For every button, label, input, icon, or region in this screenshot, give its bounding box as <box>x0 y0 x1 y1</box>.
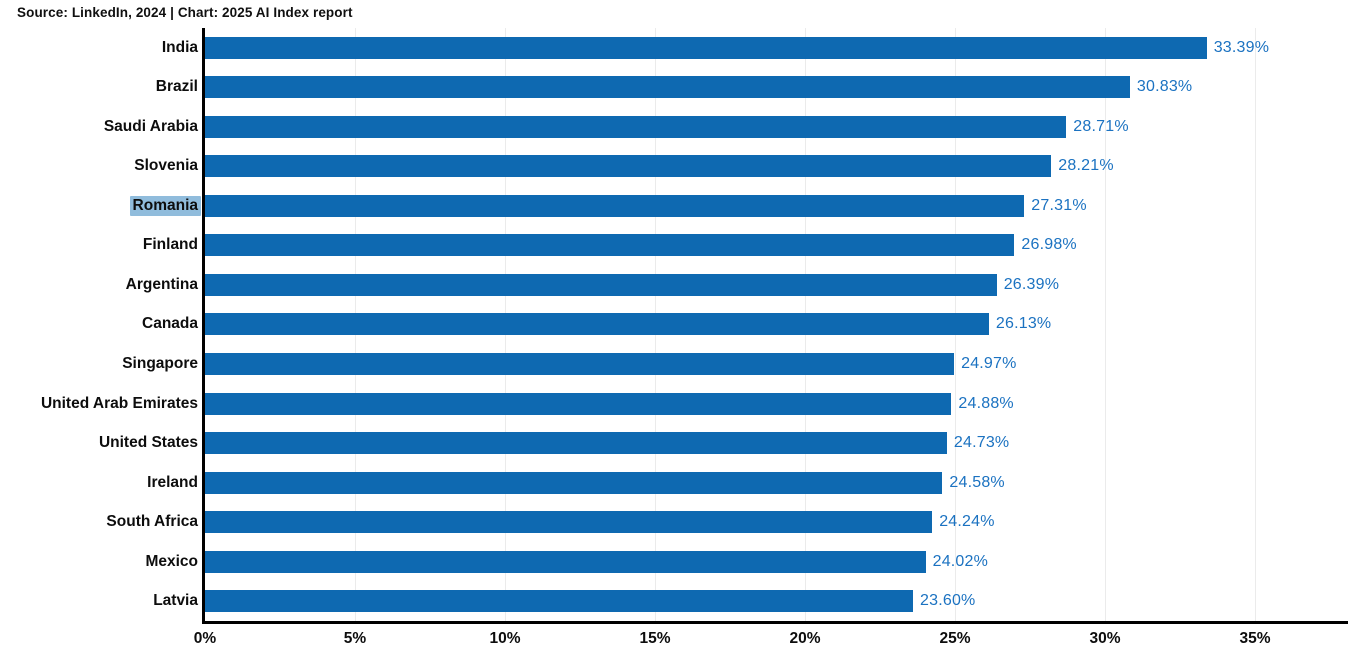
gridline <box>1254 28 1256 621</box>
x-tick-label: 25% <box>939 630 971 647</box>
category-label: Saudi Arabia <box>103 117 198 135</box>
gridline <box>1104 28 1106 621</box>
category-label: Canada <box>142 315 198 333</box>
bar-row: 24.02% <box>205 542 1348 582</box>
x-tick-label: 35% <box>1239 630 1271 647</box>
bar-row: 28.71% <box>205 107 1348 147</box>
bar <box>205 511 933 534</box>
x-axis-ticks: 0% 5% 10% 15% 20% 25% 30% 35% <box>194 630 1348 652</box>
value-label: 28.21% <box>1058 157 1114 175</box>
value-label: 28.71% <box>1073 117 1129 135</box>
bar <box>205 76 1130 99</box>
category-label: Latvia <box>153 592 198 610</box>
bar-row: 24.97% <box>205 344 1348 384</box>
bar <box>205 115 1067 138</box>
bar-row: 24.73% <box>205 423 1348 463</box>
category-label-row: South Africa <box>0 502 201 542</box>
bar <box>205 234 1015 257</box>
chart-attribution: Source: LinkedIn, 2024 | Chart: 2025 AI … <box>17 5 353 20</box>
value-label: 24.88% <box>958 394 1014 412</box>
x-tick-label: 15% <box>639 630 671 647</box>
category-label: Finland <box>142 236 198 254</box>
category-label: Ireland <box>147 473 198 491</box>
x-tick-label: 0% <box>193 630 217 647</box>
category-label-row: Saudi Arabia <box>0 107 201 147</box>
plot-area: 33.39% 30.83% 28.71% 28.21% 27.31% 26.98… <box>202 28 1348 624</box>
bar-row: 23.60% <box>205 581 1348 621</box>
category-label-row: Finland <box>0 226 201 266</box>
bar-row: 26.98% <box>205 226 1348 266</box>
category-label-row: Singapore <box>0 344 201 384</box>
x-tick-label: 30% <box>1089 630 1121 647</box>
category-label-row: Romania <box>0 186 201 226</box>
x-tick-label: 10% <box>489 630 521 647</box>
category-label-row: Mexico <box>0 542 201 582</box>
bar <box>205 353 955 376</box>
y-axis-line <box>202 28 205 621</box>
category-label-row: Canada <box>0 305 201 345</box>
category-label: United States <box>98 434 198 452</box>
value-label: 30.83% <box>1136 78 1193 96</box>
category-label: Singapore <box>122 355 198 373</box>
category-label: South Africa <box>106 513 198 531</box>
value-label: 24.02% <box>932 552 989 570</box>
category-label-row: Ireland <box>0 463 201 503</box>
category-label: Brazil <box>155 78 198 96</box>
category-labels: India Brazil Saudi Arabia Slovenia Roman… <box>0 28 201 621</box>
bar-row: 24.24% <box>205 502 1348 542</box>
value-label: 26.13% <box>995 315 1052 333</box>
value-label: 33.39% <box>1213 38 1270 56</box>
bar <box>205 590 913 613</box>
bar <box>205 471 943 494</box>
bar <box>205 194 1025 217</box>
x-axis-line <box>202 621 1348 624</box>
bar <box>205 36 1207 59</box>
value-label: 24.73% <box>953 434 1010 452</box>
bar-row: 26.13% <box>205 305 1348 345</box>
value-label: 26.39% <box>1003 275 1060 293</box>
category-label-row: Argentina <box>0 265 201 305</box>
bar <box>205 392 952 415</box>
bar <box>205 550 926 573</box>
bar-row: 33.39% <box>205 28 1348 68</box>
value-label: 24.24% <box>939 513 995 531</box>
category-label: Romania <box>129 195 201 216</box>
category-label: Slovenia <box>134 157 198 175</box>
value-label: 23.60% <box>920 592 976 610</box>
category-label-row: Slovenia <box>0 147 201 187</box>
bar <box>205 432 947 455</box>
bar <box>205 313 989 336</box>
category-label-row: India <box>0 28 201 68</box>
x-tick-label: 5% <box>343 630 367 647</box>
category-label: Mexico <box>145 552 198 570</box>
value-label: 26.98% <box>1021 236 1077 254</box>
bar-row: 30.83% <box>205 68 1348 108</box>
category-label: Argentina <box>125 275 198 293</box>
value-label: 24.97% <box>961 355 1017 373</box>
x-tick-label: 20% <box>789 630 821 647</box>
category-label-row: Brazil <box>0 68 201 108</box>
bar-row: 26.39% <box>205 265 1348 305</box>
value-label: 27.31% <box>1031 196 1087 214</box>
bar <box>205 155 1052 178</box>
bar-row: 24.58% <box>205 463 1348 503</box>
category-label-row: United States <box>0 423 201 463</box>
category-label-row: United Arab Emirates <box>0 384 201 424</box>
bar-row: 28.21% <box>205 147 1348 187</box>
value-label: 24.58% <box>949 473 1005 491</box>
bar-row: 27.31% <box>205 186 1348 226</box>
bar-row: 24.88% <box>205 384 1348 424</box>
bars-layer: 33.39% 30.83% 28.71% 28.21% 27.31% 26.98… <box>205 28 1348 621</box>
category-label: United Arab Emirates <box>40 394 198 412</box>
category-label-row: Latvia <box>0 581 201 621</box>
bar <box>205 273 997 296</box>
category-label: India <box>161 38 198 56</box>
